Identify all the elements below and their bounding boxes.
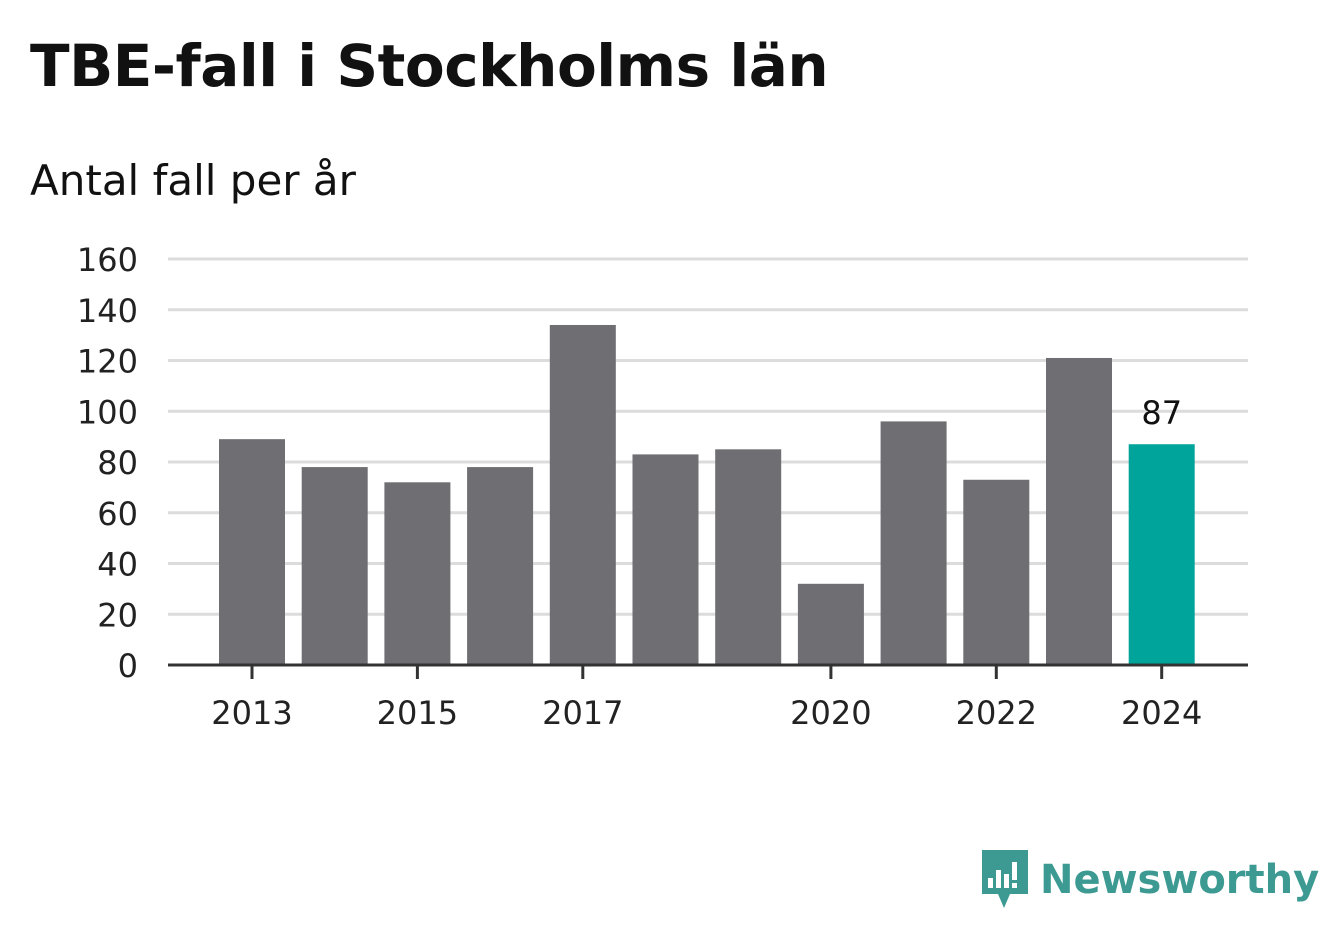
bar-2018 — [632, 454, 699, 665]
x-tick-label-2015: 2015 — [377, 694, 458, 732]
data-label-2024: 87 — [1141, 394, 1182, 432]
x-tick-label-2020: 2020 — [790, 694, 871, 732]
y-tick-label-160: 160 — [77, 241, 138, 279]
newsworthy-logo: Newsworthy — [980, 850, 1319, 910]
newsworthy-logo-icon — [982, 850, 1028, 908]
labels: 0 20 40 60 80 100 120 140 160 2013 2015 2017 2020 202… — [77, 241, 1202, 732]
y-tick-label-120: 120 — [77, 343, 138, 381]
bar-2017 — [549, 324, 616, 665]
y-tick-label-140: 140 — [77, 292, 138, 330]
axes — [168, 663, 1248, 679]
bar-2024 — [1128, 444, 1195, 665]
bar-2020 — [797, 583, 864, 665]
y-tick-label-100: 100 — [77, 393, 138, 431]
y-tick-label-60: 60 — [97, 495, 138, 533]
chart-title: TBE-fall i Stockholms län — [30, 32, 829, 100]
y-tick-label-80: 80 — [97, 444, 138, 482]
bar-2016 — [467, 467, 534, 665]
y-tick-label-40: 40 — [97, 546, 138, 584]
x-tick-label-2013: 2013 — [211, 694, 292, 732]
bars — [219, 324, 1195, 665]
bar-2019 — [715, 449, 782, 665]
bar-2014 — [301, 467, 368, 665]
x-tick-label-2017: 2017 — [542, 694, 623, 732]
x-tick-label-2024: 2024 — [1121, 694, 1202, 732]
bar-2021 — [880, 421, 947, 665]
chart-subtitle: Antal fall per år — [30, 156, 356, 205]
y-tick-label-0: 0 — [118, 647, 138, 685]
newsworthy-logo-text: Newsworthy — [1040, 857, 1320, 903]
y-tick-label-20: 20 — [97, 596, 138, 634]
bar-2022 — [963, 479, 1030, 665]
bar-2013 — [219, 439, 285, 665]
bar-2015 — [384, 482, 451, 665]
bar-2023 — [1046, 357, 1112, 665]
x-tick-label-2022: 2022 — [956, 694, 1037, 732]
